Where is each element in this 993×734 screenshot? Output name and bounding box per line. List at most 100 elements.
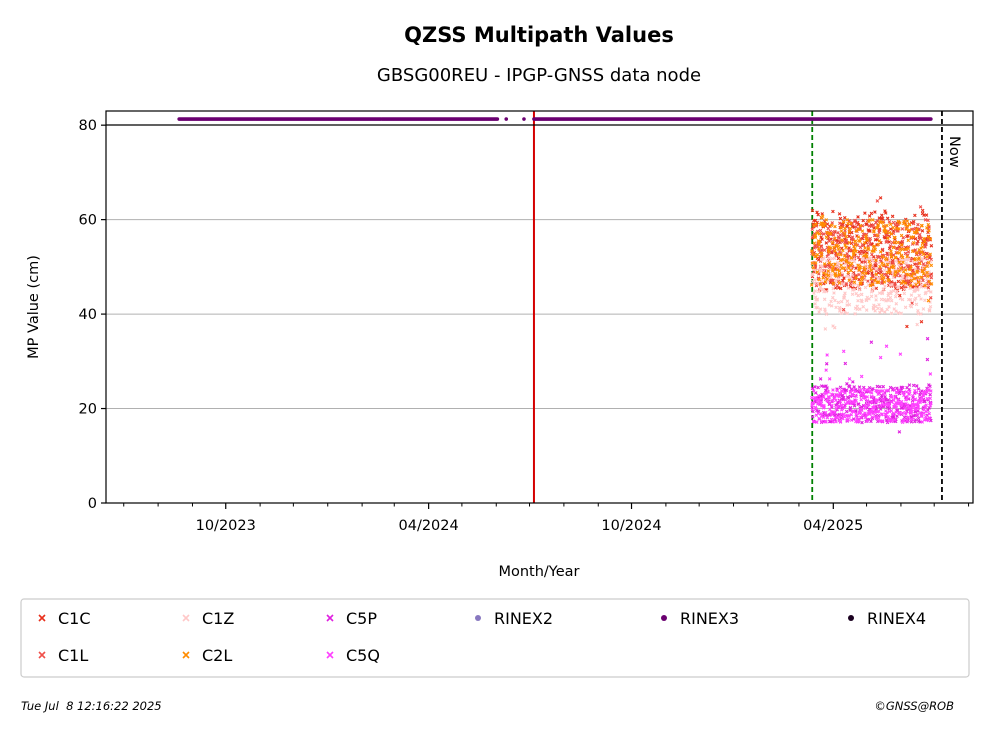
data-point — [921, 256, 925, 261]
data-point — [911, 271, 916, 276]
data-point — [816, 393, 821, 398]
data-point — [923, 283, 927, 288]
data-point — [832, 256, 837, 261]
data-point — [897, 227, 901, 231]
data-point — [824, 272, 828, 277]
data-point — [862, 254, 866, 258]
data-point — [809, 283, 814, 287]
data-point — [818, 268, 823, 273]
data-point — [829, 304, 834, 308]
data-point — [868, 236, 873, 241]
data-point — [852, 259, 857, 264]
data-point — [914, 390, 919, 395]
data-point — [843, 226, 847, 231]
data-point — [825, 386, 829, 390]
data-point — [909, 293, 914, 297]
data-point — [859, 397, 864, 402]
data-point — [892, 418, 897, 422]
data-point — [859, 277, 864, 282]
data-point — [837, 281, 842, 285]
data-point — [835, 283, 840, 288]
data-point — [863, 403, 867, 408]
data-point — [925, 277, 929, 282]
legend-label: C1C — [58, 609, 91, 628]
data-point — [849, 268, 853, 273]
data-point — [824, 264, 828, 269]
plot-frame — [105, 110, 974, 504]
data-point — [826, 269, 831, 273]
data-point — [874, 294, 878, 298]
legend-marker — [475, 615, 481, 621]
data-point — [926, 222, 931, 227]
data-point — [876, 416, 881, 421]
data-point — [822, 271, 826, 275]
data-point — [818, 282, 823, 286]
data-point — [863, 285, 868, 290]
data-point — [839, 299, 844, 304]
data-point — [883, 226, 887, 231]
data-point — [906, 273, 911, 277]
data-point — [928, 304, 933, 309]
data-point — [920, 208, 925, 213]
data-point — [813, 264, 818, 269]
data-point — [868, 242, 872, 247]
data-point — [850, 235, 855, 239]
data-point — [856, 255, 861, 260]
data-point — [816, 281, 820, 286]
data-point — [822, 405, 826, 409]
data-point — [827, 255, 832, 260]
data-point — [898, 352, 903, 356]
data-point — [841, 282, 846, 287]
data-point — [852, 287, 856, 292]
data-point — [901, 418, 906, 423]
data-point — [912, 227, 916, 232]
data-point — [889, 255, 894, 259]
data-point — [838, 385, 843, 390]
data-point — [861, 385, 866, 390]
data-point — [820, 214, 825, 218]
data-point — [844, 283, 849, 287]
data-point — [810, 236, 815, 240]
data-point — [898, 296, 903, 301]
data-point — [827, 239, 832, 243]
data-point — [843, 391, 847, 395]
data-point — [902, 406, 907, 411]
data-point — [852, 276, 856, 281]
data-point — [844, 409, 849, 414]
data-point — [870, 252, 874, 257]
data-point — [904, 227, 909, 231]
data-point — [925, 336, 930, 341]
data-point — [871, 218, 875, 222]
data-point — [885, 216, 890, 221]
data-point — [825, 277, 829, 281]
data-point — [906, 415, 911, 420]
data-point — [915, 412, 919, 417]
data-point — [916, 287, 920, 291]
data-point — [914, 262, 919, 266]
data-point — [821, 415, 826, 420]
data-point — [883, 310, 887, 314]
data-point — [915, 270, 919, 275]
data-point — [879, 270, 883, 275]
data-point — [837, 272, 842, 276]
data-point — [834, 278, 838, 282]
data-point — [872, 286, 876, 291]
data-point — [916, 275, 920, 280]
data-point — [863, 406, 868, 410]
data-point — [918, 261, 922, 266]
data-point — [919, 399, 924, 404]
data-point — [919, 414, 924, 418]
data-point — [811, 265, 816, 270]
legend-marker — [38, 651, 46, 659]
data-point — [919, 275, 924, 280]
data-point — [850, 272, 855, 277]
data-point — [907, 222, 912, 227]
legend-label: C1L — [58, 646, 88, 665]
data-point — [866, 247, 871, 252]
data-point — [819, 278, 824, 283]
y-tick-label: 40 — [79, 307, 97, 323]
data-point — [880, 290, 885, 294]
data-point — [813, 289, 818, 293]
data-point — [891, 412, 896, 416]
data-point — [904, 412, 908, 416]
